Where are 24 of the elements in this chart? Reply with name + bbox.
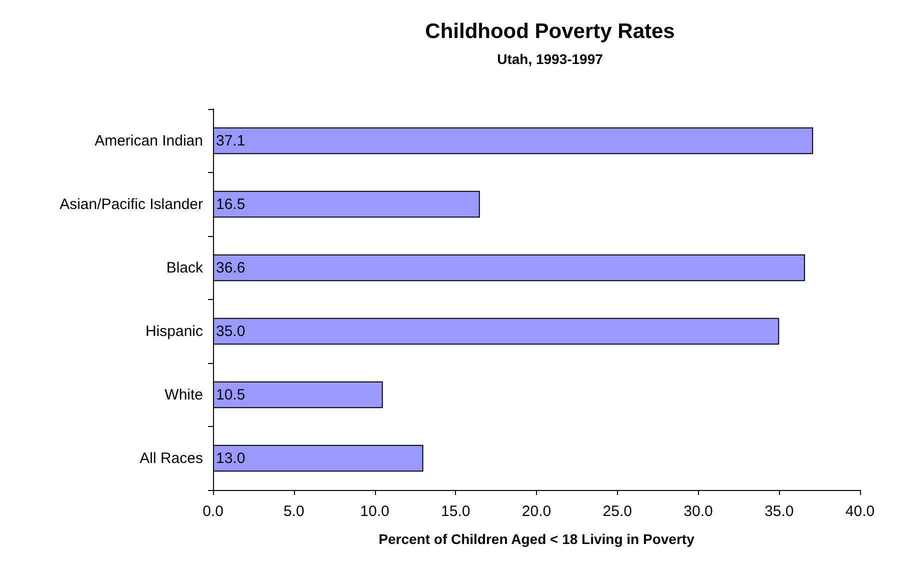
y-tick-label: White xyxy=(164,386,203,404)
data-label: 37.1 xyxy=(216,132,246,150)
x-tick-label: 25.0 xyxy=(602,503,632,520)
data-label: 10.5 xyxy=(216,386,246,404)
data-label: 13.0 xyxy=(216,450,246,467)
y-tick-label: Black xyxy=(166,259,204,276)
chart-title: Childhood Poverty Rates xyxy=(425,20,675,43)
x-tick-label: 0.0 xyxy=(202,503,224,520)
x-tick-label: 20.0 xyxy=(522,503,552,520)
x-tick-label: 15.0 xyxy=(441,503,470,520)
data-label: 35.0 xyxy=(216,322,246,340)
data-label: 36.6 xyxy=(216,259,246,276)
x-tick-label: 40.0 xyxy=(845,503,875,520)
y-tick-label: Asian/Pacific Islander xyxy=(60,196,203,213)
x-axis-title: Percent of Children Aged < 18 Living in Poverty xyxy=(378,531,695,547)
x-tick-label: 35.0 xyxy=(764,503,794,520)
chart-subtitle: Utah, 1993-1997 xyxy=(497,51,604,67)
y-tick-label: American Indian xyxy=(94,132,203,150)
x-tick-label: 10.0 xyxy=(360,503,390,520)
x-tick-label: 30.0 xyxy=(684,503,713,520)
data-label: 16.5 xyxy=(216,196,246,213)
y-tick-label: All Races xyxy=(140,450,203,467)
x-tick-label: 5.0 xyxy=(283,503,304,520)
y-tick-label: Hispanic xyxy=(145,322,204,340)
